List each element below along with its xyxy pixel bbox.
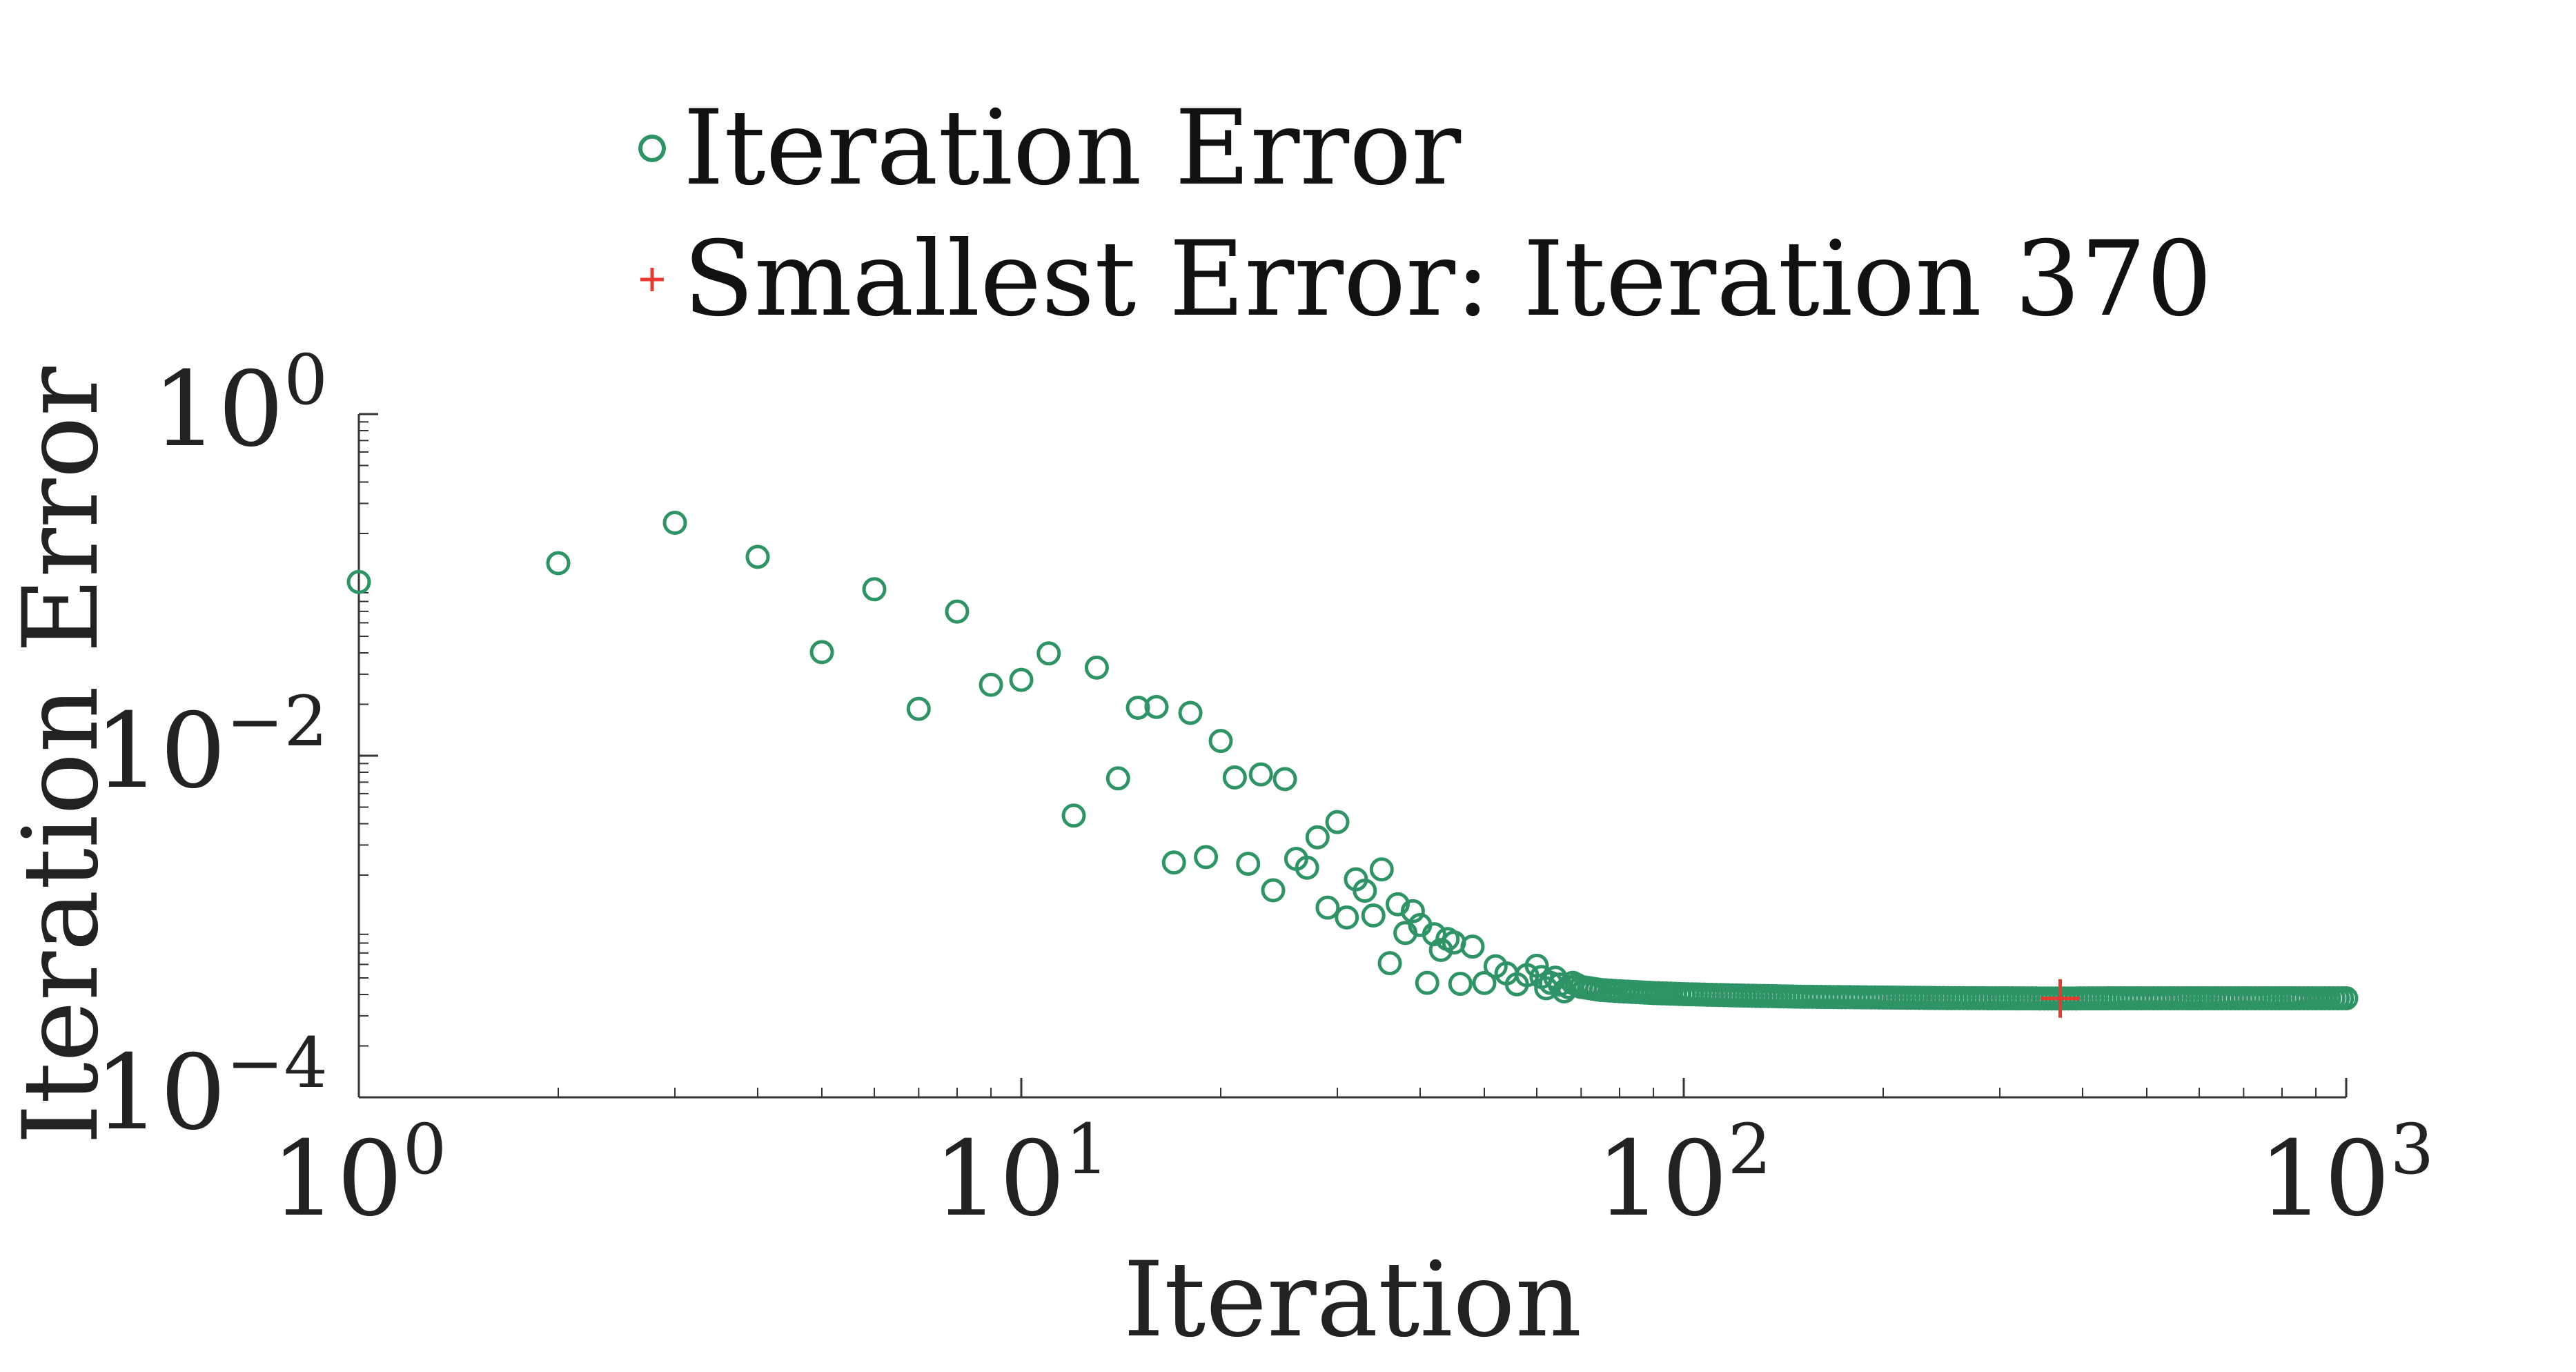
x-tick-labels: 100 101 102 103	[271, 1109, 2435, 1239]
y-axis-label: Iteration Error	[1, 366, 121, 1144]
series-iteration-error	[346, 511, 2359, 1011]
y-tick-label: 10−2	[95, 681, 328, 812]
data-point	[1448, 972, 1473, 997]
data-point	[862, 577, 887, 602]
data-point	[945, 599, 970, 624]
x-tick-label: 102	[1596, 1109, 1772, 1239]
x-tick-label: 100	[271, 1109, 447, 1239]
x-tick-label: 101	[934, 1109, 1110, 1239]
data-point	[1272, 767, 1297, 792]
circle-marker-icon	[635, 131, 683, 166]
data-point	[1208, 729, 1233, 754]
data-point	[1036, 641, 1061, 666]
data-point	[745, 545, 770, 569]
data-point	[1460, 934, 1485, 959]
data-point	[809, 640, 834, 665]
data-point	[1377, 951, 1402, 976]
data-point	[1125, 695, 1150, 720]
data-point	[1144, 694, 1169, 719]
data-point-marker	[2041, 979, 2080, 1018]
data-point	[1295, 855, 1319, 880]
y-tick-labels: 100 10−2 10−4	[95, 340, 328, 1153]
data-point	[1353, 879, 1377, 903]
legend: Iteration Error Smallest Error: Iteratio…	[635, 83, 2212, 345]
series-layer	[346, 511, 2359, 1018]
major-ticks	[357, 413, 2348, 1099]
minor-ticks	[359, 421, 2317, 1097]
data-point	[1194, 845, 1219, 870]
data-point	[1248, 762, 1273, 787]
legend-item-smallest-error: Smallest Error: Iteration 370	[635, 214, 2212, 345]
series-smallest-error	[2041, 979, 2080, 1018]
data-point	[1361, 903, 1386, 928]
data-point	[1084, 655, 1109, 680]
data-point	[1335, 905, 1359, 930]
data-point	[1222, 765, 1247, 790]
legend-label-iteration-error: Iteration Error	[683, 88, 1462, 208]
data-point	[979, 672, 1003, 697]
legend-label-smallest-error: Smallest Error: Iteration 370	[683, 219, 2212, 340]
data-point	[906, 696, 931, 721]
data-point	[1105, 766, 1130, 791]
data-point	[1524, 953, 1549, 978]
data-point	[1325, 810, 1350, 834]
data-point	[1400, 899, 1425, 923]
y-tick-label: 10−4	[95, 1023, 328, 1153]
data-point	[1236, 852, 1261, 876]
data-point	[1161, 850, 1186, 875]
data-point	[662, 511, 687, 536]
plus-marker-icon	[635, 262, 683, 297]
x-tick-label: 103	[2259, 1109, 2435, 1239]
data-point	[1061, 803, 1086, 828]
data-point	[1178, 700, 1203, 725]
data-point	[1369, 857, 1394, 882]
data-point	[1261, 878, 1286, 903]
x-axis-label: Iteration	[1123, 1240, 1582, 1360]
data-point	[546, 551, 571, 576]
y-tick-label: 100	[153, 340, 328, 470]
data-point	[1315, 895, 1340, 920]
data-point	[346, 569, 371, 594]
data-point	[1009, 667, 1034, 692]
data-point	[1385, 892, 1410, 917]
data-point	[2334, 986, 2359, 1011]
data-point	[1415, 970, 1439, 995]
data-point	[1472, 970, 1497, 995]
legend-item-iteration-error: Iteration Error	[635, 83, 2212, 214]
data-point	[1305, 825, 1330, 850]
